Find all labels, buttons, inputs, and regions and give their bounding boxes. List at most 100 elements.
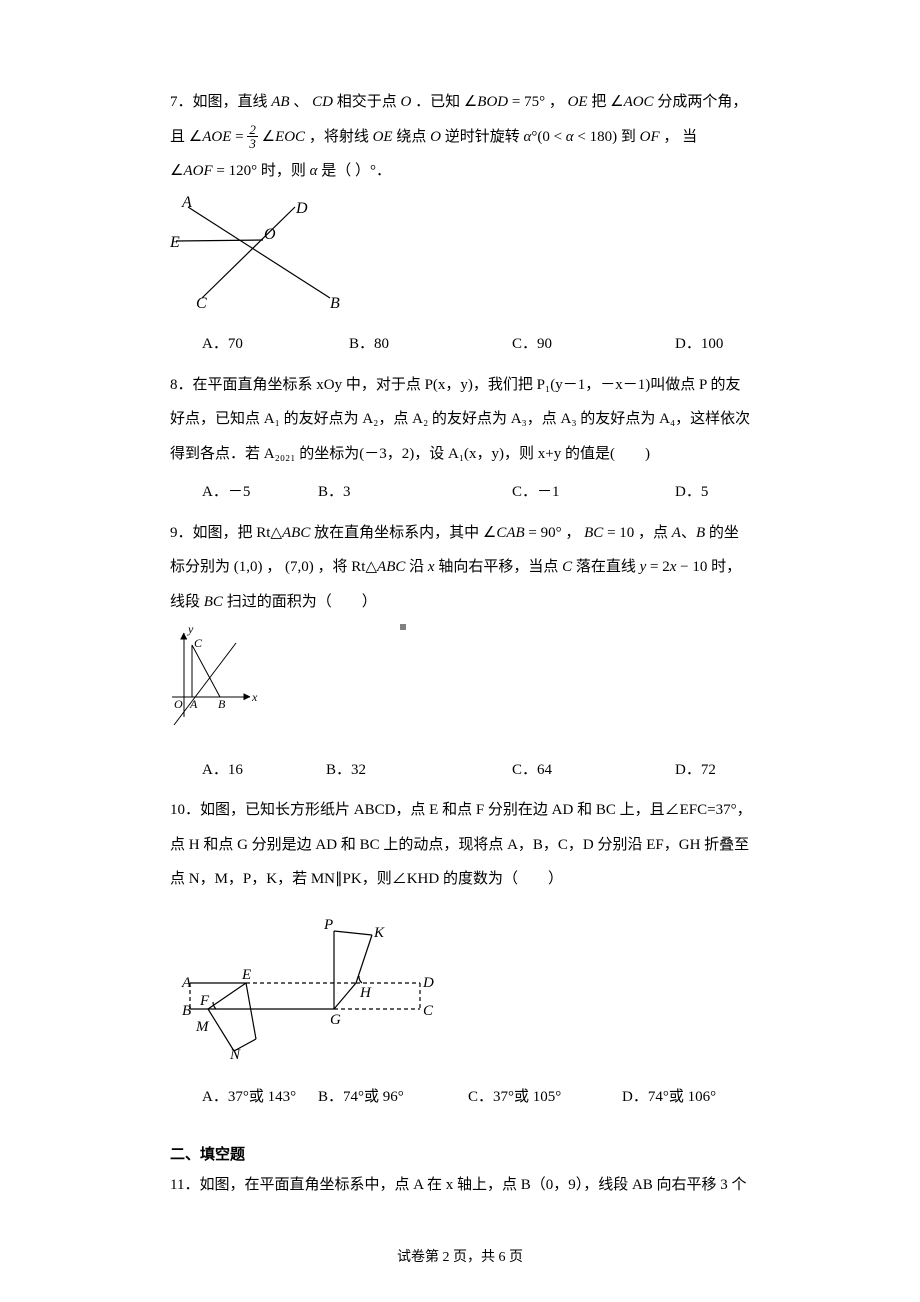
text: OF	[640, 129, 660, 145]
fraction: 2 3	[247, 123, 258, 150]
text: AB	[271, 94, 289, 110]
label-C: C	[196, 295, 207, 310]
label-N: N	[229, 1047, 241, 1059]
text: 把	[591, 94, 606, 110]
option-d: D．74°或 106°	[622, 1080, 716, 1115]
q10-line2: 点 H 和点 G 分别是边 AD 和 BC 上的动点，现将点 A，B，C，D 分…	[170, 828, 755, 863]
q7-line2: 且 ∠AOE = 2 3 ∠EOC ，将射线 OE 绕点 O 逆时针旋转 α°(…	[170, 120, 755, 155]
text: 轴向右平移，当点	[438, 559, 558, 575]
q7-options: A．70 B．80 C．90 D．100	[170, 327, 755, 362]
q9-line2: 标分别为 (1,0) ， (7,0) ，将 Rt△ABC 沿 x 轴向右平移，当…	[170, 550, 755, 585]
label-M: M	[195, 1019, 210, 1035]
label-P: P	[323, 917, 333, 933]
text: 时，则	[261, 163, 306, 179]
text: ， 当	[663, 129, 697, 145]
option-d: D．100	[675, 327, 723, 362]
text: 标分别为	[170, 559, 230, 575]
q10-line3: 点 N，M，P，K，若 MN∥PK，则∠KHD 的度数为（ ）	[170, 862, 755, 897]
numerator: 2	[247, 123, 258, 137]
text: BC	[204, 594, 223, 610]
text: 线段	[170, 594, 200, 610]
q8: 8．在平面直角坐标系 xOy 中，对于点 P(x，y)，我们把 P₁(y－1，－…	[170, 368, 755, 510]
q10-figure: A B C D E F G H K P M N	[170, 909, 755, 1073]
text: ，	[549, 94, 564, 110]
text: 7．如图，直线	[170, 94, 268, 110]
section-2-title: 二、填空题	[170, 1143, 755, 1164]
label-O: O	[174, 697, 183, 711]
text: ，将射线	[309, 129, 369, 145]
option-c: C．90	[512, 327, 675, 362]
text: 到	[621, 129, 636, 145]
text: 逆时针旋转	[445, 129, 520, 145]
text: 落在直线	[576, 559, 636, 575]
q7: 7．如图，直线 AB 、 CD 相交于点 O ．已知 ∠BOD = 75° ， …	[170, 85, 755, 362]
text: 放在直角坐标系内，其中	[314, 525, 479, 541]
text: A	[672, 525, 681, 541]
text: O	[430, 129, 441, 145]
label-B: B	[218, 697, 226, 711]
text: 扫过的面积为（ ）	[227, 594, 377, 610]
q8-line2: 好点，已知点 A₁ 的友好点为 A₂，点 A₂ 的友好点为 A₃，点 A₃ 的友…	[170, 402, 755, 437]
text: 沿	[409, 559, 424, 575]
q8-line1: 8．在平面直角坐标系 xOy 中，对于点 P(x，y)，我们把 P₁(y－1，－…	[170, 368, 755, 403]
q10-options: A．37°或 143° B．74°或 96° C．37°或 105° D．74°…	[170, 1080, 755, 1115]
label-x: x	[251, 690, 258, 704]
text: 时，	[711, 559, 741, 575]
q10: 10．如图，已知长方形纸片 ABCD，点 E 和点 F 分别在边 AD 和 BC…	[170, 793, 755, 1115]
label-A: A	[181, 195, 192, 211]
text: α	[310, 163, 318, 179]
text: 、	[293, 94, 308, 110]
label-B: B	[182, 1003, 191, 1019]
label-A: A	[181, 975, 192, 991]
label-C: C	[194, 636, 203, 650]
text: C	[562, 559, 572, 575]
label-D: D	[422, 975, 434, 991]
denominator: 3	[247, 137, 258, 150]
text: CD	[312, 94, 333, 110]
option-c: C．37°或 105°	[468, 1080, 622, 1115]
label-E: E	[170, 234, 180, 251]
text: 相交于点	[337, 94, 397, 110]
q9-options: A．16 B．32 C．64 D．72	[170, 753, 755, 788]
text: 分成两个角，	[657, 94, 747, 110]
label-F: F	[199, 993, 210, 1009]
q10-diagram-icon: A B C D E F G H K P M N	[170, 909, 440, 1059]
q10-line1: 10．如图，已知长方形纸片 ABCD，点 E 和点 F 分别在边 AD 和 BC…	[170, 793, 755, 828]
text: ，点	[638, 525, 668, 541]
option-b: B．80	[349, 327, 512, 362]
label-C: C	[423, 1003, 434, 1019]
text: ，将	[318, 559, 348, 575]
text: x	[428, 559, 435, 575]
text: ，	[565, 525, 580, 541]
option-b: B．74°或 96°	[318, 1080, 468, 1115]
label-H: H	[359, 985, 372, 1001]
option-c: C．－1	[512, 475, 675, 510]
label-O: O	[264, 226, 276, 243]
text: 绕点	[396, 129, 426, 145]
q9-line3: 线段 BC 扫过的面积为（ ）	[170, 585, 755, 620]
q7-line3: ∠AOF = 120° 时，则 α 是（ ）°．	[170, 154, 755, 189]
text: B	[696, 525, 705, 541]
q9: 9．如图，把 Rt△ABC 放在直角坐标系内，其中 ∠CAB = 90° ， B…	[170, 516, 755, 788]
text: ，	[266, 559, 281, 575]
q8-options: A．－5 B．3 C．－1 D．5	[170, 475, 755, 510]
q8-line3: 得到各点．若 A₂₀₂₁ 的坐标为(－3，2)，设 A₁(x，y)，则 x+y …	[170, 437, 755, 472]
q7-line1: 7．如图，直线 AB 、 CD 相交于点 O ．已知 ∠BOD = 75° ， …	[170, 85, 755, 120]
label-y: y	[187, 625, 194, 636]
option-d: D．72	[675, 753, 716, 788]
option-a: A．37°或 143°	[170, 1080, 318, 1115]
option-b: B．32	[326, 753, 512, 788]
text: 9．如图，把	[170, 525, 253, 541]
q7-figure: A D E O C B	[170, 195, 755, 324]
option-a: A．16	[170, 753, 326, 788]
text: OE	[373, 129, 393, 145]
text: 且	[170, 129, 185, 145]
text: OE	[568, 94, 588, 110]
q7-diagram-icon: A D E O C B	[170, 195, 350, 310]
q9-figure: y x O A B C	[170, 625, 755, 749]
text: 、	[681, 525, 696, 541]
label-E: E	[241, 967, 251, 983]
q9-diagram-icon: y x O A B C	[170, 625, 260, 735]
label-K: K	[373, 925, 385, 941]
text: O	[400, 94, 411, 110]
